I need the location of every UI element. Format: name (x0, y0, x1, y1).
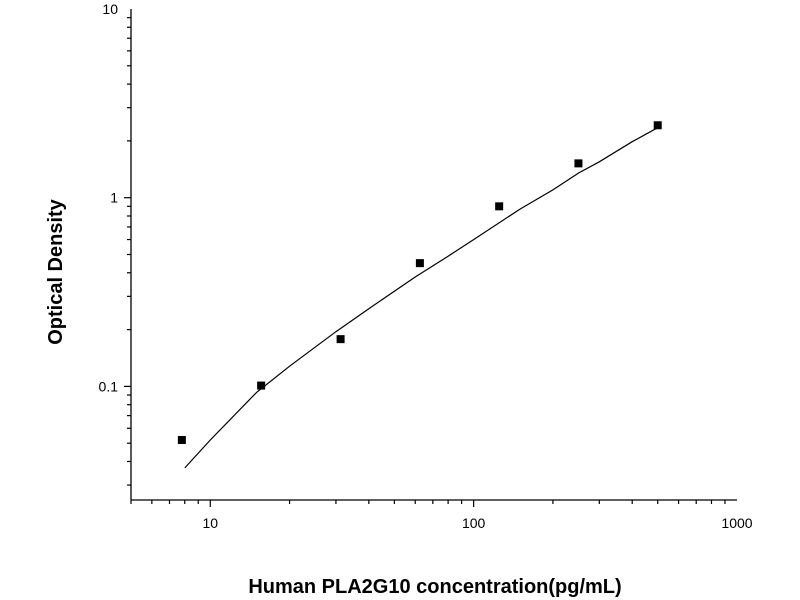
data-point-marker (415, 259, 424, 268)
y-axis-title: Optical Density (45, 198, 67, 344)
axes: 10 100 1000 0.1 1 10 (99, 1, 753, 531)
y-tick-label: 0.1 (99, 378, 119, 394)
y-tick-label: 1 (110, 190, 118, 206)
fitted-curve-line (184, 127, 658, 469)
x-tick-label: 1000 (721, 515, 752, 531)
data-point-marker (257, 381, 266, 390)
data-point-marker (574, 159, 583, 168)
data-point-marker (653, 121, 662, 130)
x-axis-title: Human PLA2G10 concentration(pg/mL) (248, 576, 621, 598)
data-point-marker (177, 435, 186, 444)
x-tick-label: 10 (202, 515, 218, 531)
y-tick-label: 10 (102, 1, 118, 17)
data-point-marker (336, 335, 345, 344)
data-point-marker (495, 202, 504, 211)
x-tick-label: 100 (462, 515, 486, 531)
plot-area (177, 121, 662, 469)
